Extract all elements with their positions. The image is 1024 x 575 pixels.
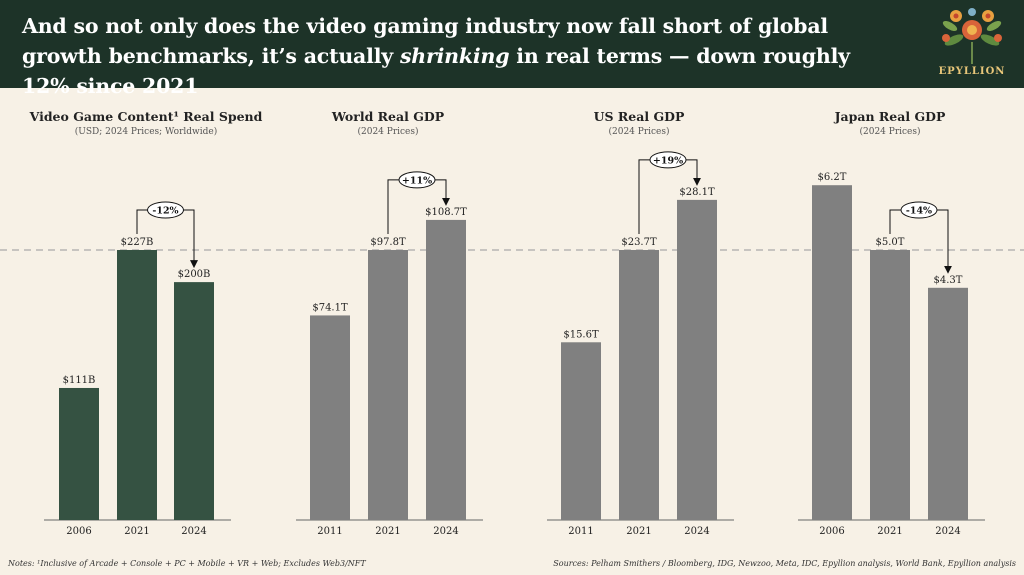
panel-subtitle-japan-gdp: (2024 Prices) bbox=[859, 127, 921, 137]
panel-subtitle-video-game: (USD; 2024 Prices; Worldwide) bbox=[74, 127, 218, 137]
bar-value-label: $23.7T bbox=[621, 237, 657, 248]
brand-name: EPYLLION bbox=[938, 66, 1006, 77]
bar-value-label: $227B bbox=[121, 237, 154, 248]
bar-value-label: $200B bbox=[178, 269, 211, 280]
bar-value-label: $74.1T bbox=[312, 302, 348, 313]
x-tick-label: 2006 bbox=[66, 526, 91, 537]
bar-value-label: $28.1T bbox=[679, 187, 715, 198]
bar-value-label: $111B bbox=[63, 375, 96, 386]
x-tick-label: 2006 bbox=[819, 526, 844, 537]
change-badge bbox=[147, 201, 184, 219]
x-tick-label: 2021 bbox=[124, 526, 149, 537]
change-percent-label: -12% bbox=[152, 206, 178, 217]
headline-text: And so not only does the video gaming in… bbox=[22, 14, 828, 68]
panel-subtitle-us-gdp: (2024 Prices) bbox=[608, 127, 670, 137]
header-banner: And so not only does the video gaming in… bbox=[0, 0, 1024, 98]
change-percent-label: +19% bbox=[653, 155, 683, 166]
change-badge bbox=[398, 171, 436, 189]
bar-2024 bbox=[174, 282, 214, 520]
bar-2024 bbox=[928, 287, 968, 520]
headline: And so not only does the video gaming in… bbox=[22, 11, 902, 101]
x-tick-label: 2024 bbox=[684, 526, 709, 537]
bar-value-label: $6.2T bbox=[818, 172, 847, 183]
footnote: Notes: ¹Inclusive of Arcade + Console + … bbox=[8, 559, 366, 568]
bar-2021 bbox=[117, 250, 157, 520]
x-tick-label: 2024 bbox=[181, 526, 206, 537]
bar-2024 bbox=[426, 219, 466, 521]
bar-2021 bbox=[619, 250, 659, 520]
x-tick-label: 2021 bbox=[375, 526, 400, 537]
x-tick-label: 2021 bbox=[877, 526, 902, 537]
change-badge bbox=[900, 201, 938, 219]
panel-title-us-gdp: US Real GDP bbox=[593, 109, 685, 124]
change-percent-label: -14% bbox=[906, 206, 932, 217]
bar-value-label: $97.8T bbox=[370, 237, 406, 248]
x-tick-label: 2011 bbox=[568, 526, 593, 537]
bar-2021 bbox=[870, 250, 910, 520]
bar-value-label: $108.7T bbox=[425, 207, 467, 218]
panel-title-world-gdp: World Real GDP bbox=[331, 109, 445, 124]
bar-2011 bbox=[561, 342, 601, 520]
x-tick-label: 2011 bbox=[317, 526, 342, 537]
bar-2006 bbox=[59, 387, 99, 520]
bar-2024 bbox=[677, 199, 717, 520]
panel-title-video-game: Video Game Content¹ Real Spend bbox=[29, 109, 263, 124]
bar-value-label: $5.0T bbox=[876, 237, 905, 248]
headline-text-end: in real terms — down roughly 12% since 2… bbox=[22, 44, 850, 98]
x-tick-label: 2024 bbox=[433, 526, 458, 537]
panel-title-japan-gdp: Japan Real GDP bbox=[834, 109, 946, 124]
bar-value-label: $4.3T bbox=[934, 275, 963, 286]
change-badge bbox=[649, 151, 687, 169]
bar-2021 bbox=[368, 250, 408, 520]
x-tick-label: 2021 bbox=[626, 526, 651, 537]
sources-note: Sources: Pelham Smithers / Bloomberg, ID… bbox=[553, 559, 1016, 568]
bar-2006 bbox=[812, 185, 852, 520]
bar-value-label: $15.6T bbox=[563, 329, 599, 340]
panel-subtitle-world-gdp: (2024 Prices) bbox=[357, 127, 419, 137]
bar-2011 bbox=[310, 315, 350, 520]
x-tick-label: 2024 bbox=[935, 526, 960, 537]
headline-emphasis: shrinking bbox=[399, 44, 510, 68]
floral-logo-icon bbox=[942, 8, 1002, 64]
change-percent-label: +11% bbox=[402, 175, 432, 186]
